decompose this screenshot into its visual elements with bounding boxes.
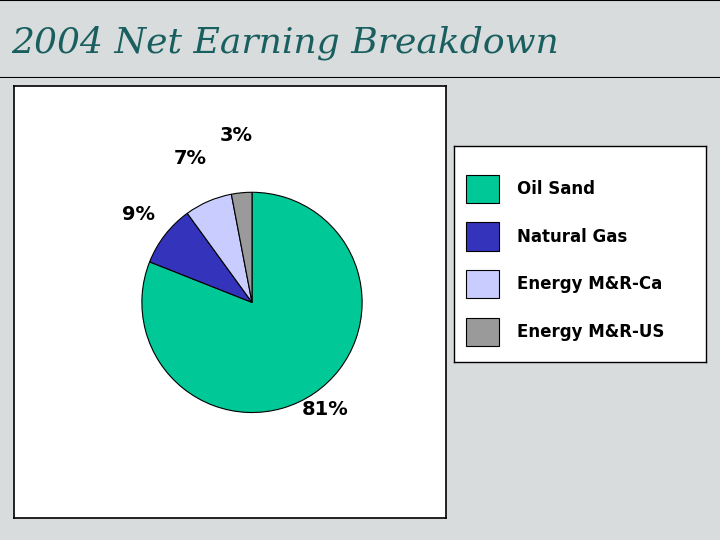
FancyBboxPatch shape [467, 175, 499, 203]
FancyBboxPatch shape [467, 270, 499, 298]
Wedge shape [142, 192, 362, 413]
FancyBboxPatch shape [467, 318, 499, 346]
Text: 7%: 7% [174, 150, 207, 168]
Wedge shape [150, 213, 252, 302]
Text: 3%: 3% [220, 126, 253, 145]
Text: Energy M&R-Ca: Energy M&R-Ca [517, 275, 662, 293]
Wedge shape [231, 192, 252, 302]
Text: Energy M&R-US: Energy M&R-US [517, 322, 664, 341]
Text: 9%: 9% [122, 205, 156, 224]
Text: Oil Sand: Oil Sand [517, 180, 595, 198]
FancyBboxPatch shape [467, 222, 499, 251]
Wedge shape [187, 194, 252, 302]
Text: 81%: 81% [302, 400, 348, 420]
Text: 2004 Net Earning Breakdown: 2004 Net Earning Breakdown [11, 26, 559, 60]
Text: Natural Gas: Natural Gas [517, 227, 627, 246]
